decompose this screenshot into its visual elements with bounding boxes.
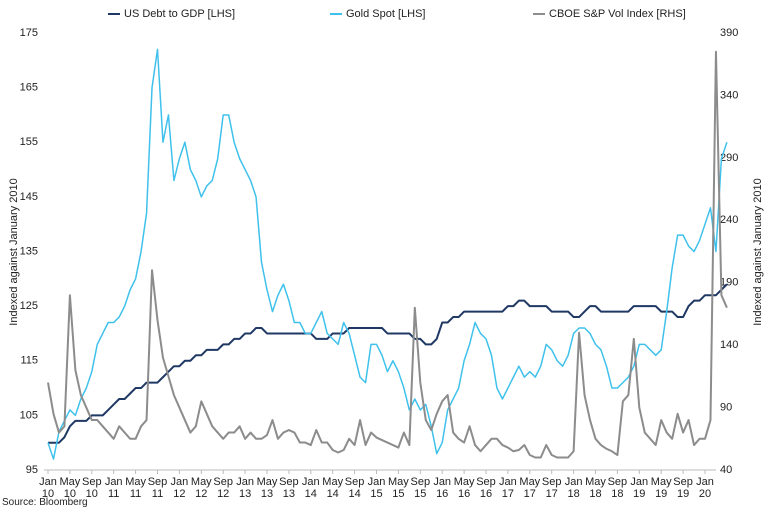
y-tick-label: 165 xyxy=(20,82,38,94)
x-tick-label: Sep 10 xyxy=(82,476,102,500)
x-tick-label: Jan 15 xyxy=(367,476,386,500)
x-tick-label: May 13 xyxy=(256,476,278,500)
x-tick-label: Jan 13 xyxy=(236,476,254,500)
y2-tick-label: 40 xyxy=(720,464,732,476)
y2-tick-label: 340 xyxy=(720,89,738,101)
x-tick-label: May 10 xyxy=(59,476,81,500)
x-tick-label: Jan 14 xyxy=(301,476,320,500)
y2-tick-label: 290 xyxy=(720,152,738,164)
legend-label: US Debt to GDP [LHS] xyxy=(124,8,235,20)
x-tick-label: May 14 xyxy=(322,476,344,500)
x-tick-label: May 16 xyxy=(453,476,475,500)
x-tick-label: Jan 19 xyxy=(630,476,649,500)
legend-label: CBOE S&P Vol Index [RHS] xyxy=(549,8,686,20)
y2-tick-label: 140 xyxy=(720,339,738,351)
x-tick-label: May 12 xyxy=(190,476,212,500)
x-tick-label: May 19 xyxy=(650,476,672,500)
y-axis-label: Indexed against January 2010 xyxy=(8,178,20,325)
x-tick-label: Jan 20 xyxy=(696,476,714,500)
x-tick-label: Jan 11 xyxy=(104,476,123,500)
x-tick-label: Sep 13 xyxy=(279,476,299,500)
y-tick-label: 95 xyxy=(26,464,38,476)
x-tick-label: Sep 19 xyxy=(673,476,693,500)
x-tick-label: Jan 17 xyxy=(499,476,517,500)
x-tick-label: Jan 12 xyxy=(170,476,189,500)
x-tick-label: Sep 12 xyxy=(213,476,233,500)
y-tick-label: 175 xyxy=(20,27,38,39)
x-tick-label: Sep 16 xyxy=(476,476,496,500)
source: Source: Bloomberg xyxy=(2,497,88,508)
x-tick-label: Sep 14 xyxy=(344,476,365,500)
series-line xyxy=(47,50,728,459)
y-tick-label: 155 xyxy=(20,136,38,148)
x-tick-label: Sep 18 xyxy=(607,476,628,500)
y2-axis-label: Indexed against January 2010 xyxy=(752,178,764,325)
x-tick-label: Sep 11 xyxy=(147,476,168,500)
y-tick-label: 145 xyxy=(20,191,38,203)
x-tick-label: May 15 xyxy=(388,476,409,500)
x-tick-label: Sep 15 xyxy=(410,476,431,500)
x-tick-label: May 17 xyxy=(519,476,541,500)
y2-tick-label: 90 xyxy=(720,401,732,413)
x-tick-label: Jan 18 xyxy=(564,476,583,500)
y2-tick-label: 390 xyxy=(720,27,738,39)
x-tick-label: May 11 xyxy=(125,476,146,500)
x-tick-label: Jan 16 xyxy=(433,476,452,500)
series-line xyxy=(47,48,728,460)
series-line xyxy=(48,283,728,444)
y-tick-label: 105 xyxy=(20,409,38,421)
x-tick-label: Sep 17 xyxy=(541,476,562,500)
x-tick-label: May 18 xyxy=(585,476,606,500)
y-tick-label: 135 xyxy=(20,245,38,257)
y-tick-label: 125 xyxy=(20,300,38,312)
y-tick-label: 115 xyxy=(20,355,38,367)
x-tick-label: Jan 10 xyxy=(39,476,57,500)
y2-tick-label: 240 xyxy=(720,214,738,226)
y2-tick-label: 190 xyxy=(720,277,738,289)
legend-label: Gold Spot [LHS] xyxy=(346,8,426,20)
